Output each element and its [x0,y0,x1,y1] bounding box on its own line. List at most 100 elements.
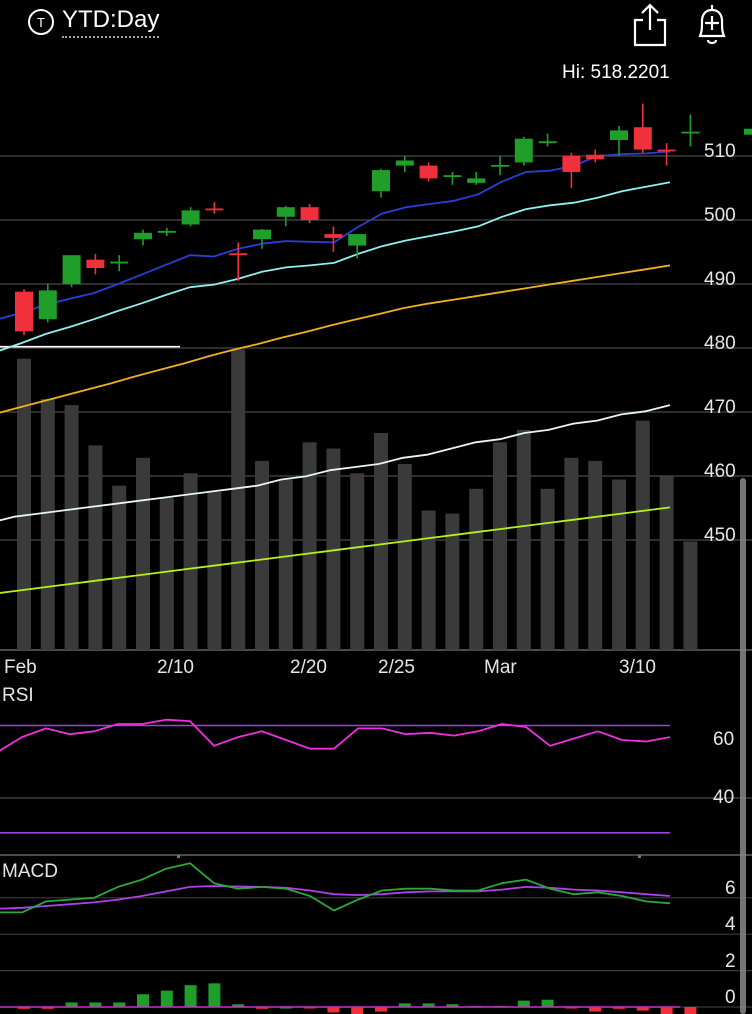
volume-bar [588,460,603,650]
volume-average-line-1 [0,404,671,522]
sma-long-line [0,264,671,414]
candle-body [62,255,81,284]
candle-body [443,175,462,177]
price-tick-label: 460 [704,461,736,482]
ticker-glyph: T [37,15,45,30]
volume-bar [659,476,674,650]
candle-body [419,165,438,179]
macd-histogram-bar [589,1007,602,1012]
volume-bar [88,445,103,650]
rsi-panel-title: RSI [2,685,34,706]
volume-bar [255,460,269,650]
date-tick-label: 3/10 [619,657,656,678]
volume-bar [350,473,365,650]
volume-average-line-2 [0,506,671,594]
candle-body [229,253,248,256]
macd-histogram-bar [184,985,197,1007]
candle-body [586,154,605,160]
price-tick-label: 500 [704,205,736,226]
candle-body [276,207,295,217]
volume-bar [635,420,650,650]
macd-histogram-bar [398,1003,411,1007]
candle-body [633,127,652,150]
volume-bar [159,498,174,650]
volume-bar [469,488,484,650]
candle-body [491,164,509,167]
macd-histogram-bar [65,1002,78,1007]
macd-line [0,862,671,914]
macd-tick-label: 6 [725,877,736,899]
price-tick-label: 490 [704,269,736,290]
volume-bar [112,485,127,650]
date-tick-label: Mar [484,657,517,678]
candle-body [300,207,319,220]
candle-body [467,178,486,183]
macd-tick-label: 4 [725,914,736,936]
candle-body [157,230,176,233]
ema-mid-line [0,181,671,352]
macd-signal-line [0,885,671,910]
macd-histogram-bar [375,1007,387,1012]
volume-bar [183,473,198,650]
macd-tick-label: 2 [725,950,736,972]
volume-bar [64,405,79,650]
macd-histogram-bar [89,1002,102,1007]
macd-histogram-bar [208,983,221,1007]
candle-body [681,131,700,134]
last-price-marker [744,128,752,135]
date-tick-label: 2/20 [290,657,327,678]
volume-bar [278,479,293,650]
scrollbar[interactable] [740,478,746,1014]
ticker-circle-icon[interactable]: T [27,8,55,36]
candle-body [514,138,533,163]
macd-histogram-bar [422,1003,435,1007]
candle-body [372,170,390,192]
share-icon[interactable] [630,2,670,48]
macd-histogram-bar [113,1002,126,1007]
macd-histogram-bar [18,1007,30,1009]
macd-histogram-bar [660,1007,673,1014]
price-tick-label: 480 [704,333,736,354]
candle-body [38,290,57,320]
volume-bar [683,541,698,650]
volume-bar [540,488,555,650]
price-tick-label: 470 [704,397,736,418]
macd-panel-title: MACD [2,861,58,882]
timeframe-selector[interactable]: YTD:Day [62,6,160,38]
candle-body [134,232,152,240]
macd-tick-label: 0 [725,987,736,1008]
date-tick-label: Feb [4,657,37,678]
macd-histogram-bar [517,1000,530,1007]
candle-body [15,291,33,332]
volume-bar [302,442,317,650]
volume-bar [207,491,222,650]
macd-histogram-bar [232,1004,245,1007]
rsi-panel [0,718,752,858]
axis-tick [638,855,641,858]
volume-bar [17,358,31,650]
macd-histogram-bar [636,1007,649,1011]
volume-bar [445,513,460,650]
rsi-tick-label: 60 [713,729,735,750]
candle-body [324,234,343,238]
rsi-tick-label: 40 [713,787,735,808]
candles [15,103,752,336]
price-tick-label: 510 [704,141,736,162]
volume-bar [493,442,507,650]
date-tick-label: 2/25 [378,657,415,678]
date-tick-label: 2/10 [157,657,194,678]
volume-bar [326,448,341,650]
candle-body [657,149,676,152]
candle-body [205,208,224,211]
macd-histogram-bar [541,999,554,1007]
macd-histogram-bar [684,1007,697,1014]
macd-histogram-bar [256,1007,268,1009]
candle-body [610,130,628,140]
macd-histogram-bar [137,994,149,1007]
macd-histogram-bar [160,990,173,1007]
candle-body [562,156,581,172]
bell-plus-icon[interactable] [690,2,734,48]
volume-bar [136,457,150,650]
